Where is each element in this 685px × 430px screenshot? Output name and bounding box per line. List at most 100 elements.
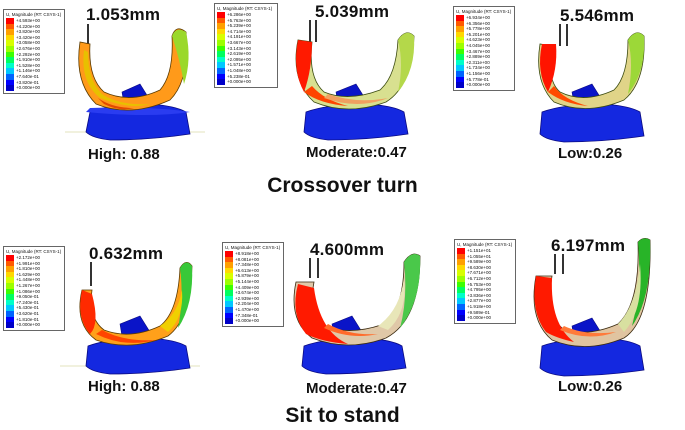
legend-swatch	[225, 256, 233, 263]
legend-value: +8.630e+00	[467, 264, 492, 270]
legend-title: U, Magnitude (RT: CSYS-1)	[6, 249, 62, 254]
legend-rows: +6.286e+00 +5.763e+00 +5.239e+00 +4.714e+00…	[217, 12, 274, 85]
legend-row: +2.204e+00	[225, 301, 280, 307]
legend-value: +6.286e+00	[227, 12, 252, 17]
legend-row: +2.889e+00	[456, 54, 511, 60]
knee-implant-model	[538, 24, 645, 143]
legend-value: +1.629e+00	[16, 271, 41, 277]
legend-value: +7.240e-01	[16, 299, 39, 305]
legend-swatch	[457, 303, 465, 310]
legend-value: +4.795e+00	[467, 287, 492, 293]
legend-row: +6.934e+00	[456, 15, 511, 21]
legend-row: +3.836e+00	[457, 292, 512, 299]
panel-sit-stand-high: U, Magnitude (RT: CSYS-1) +2.172e+00 +1.9…	[0, 228, 228, 398]
legend-swatch	[217, 51, 225, 57]
legend-row: +5.778e-01	[456, 76, 511, 83]
legend-swatch	[225, 273, 233, 279]
legend-swatch	[225, 306, 233, 313]
legend-value: +2.172e+00	[16, 255, 41, 260]
legend-title: U, Magnitude (RT: CSYS-1)	[456, 9, 512, 14]
legend-swatch	[457, 292, 465, 299]
legend-value: +7.671e+00	[467, 270, 492, 276]
legend-row: +7.348e-01	[225, 312, 280, 319]
legend-rows: +4.593e+00 +4.220e+00 +3.820e+00 +3.420e+00…	[6, 18, 61, 91]
knee-implant-model	[60, 262, 200, 375]
legend-swatch	[225, 318, 233, 324]
legend-swatch	[225, 284, 233, 291]
legend-value: +2.292e+00	[16, 51, 41, 57]
legend-value: +0.000e+00	[466, 82, 491, 88]
legend-swatch	[456, 26, 464, 32]
legend-value: +3.420e+00	[16, 34, 41, 40]
legend-swatch	[6, 62, 14, 69]
legend-rows: +2.172e+00 +1.991e+00 +1.810e+00 +1.629e+00…	[6, 255, 61, 328]
legend-value: +9.589e-01	[467, 309, 490, 315]
legend-swatch	[225, 295, 233, 302]
legend-value: +1.470e+00	[235, 306, 260, 312]
legend-value: +8.081e+00	[235, 256, 260, 262]
legend-value: +2.619e+00	[227, 51, 252, 57]
legend-value: +6.613e+00	[235, 267, 260, 273]
legend-row: +2.877e+00	[457, 298, 512, 304]
legend-swatch	[6, 282, 14, 289]
legend-row: +7.640e-01	[6, 73, 61, 80]
legend-swatch	[217, 67, 225, 74]
legend-rows: +8.918e+00 +8.081e+00 +7.348e+00 +6.613e+00…	[225, 251, 280, 324]
legend-row: +1.571e+00	[217, 62, 274, 68]
legend-row: +2.676e+00	[6, 45, 61, 52]
legend-row: +0.000e+00	[6, 85, 61, 91]
legend-swatch	[225, 301, 233, 307]
legend-value: +1.048e+00	[227, 67, 252, 73]
legend-row: +5.879e+00	[225, 273, 280, 279]
legend-row: +6.286e+00	[217, 12, 274, 18]
legend-swatch	[217, 34, 225, 40]
section-title: Sit to stand	[285, 404, 400, 427]
legend-row: +1.156e+00	[456, 70, 511, 77]
legend-row: +1.734e+00	[456, 65, 511, 71]
legend-row: +1.810e-01	[6, 316, 61, 323]
legend-swatch	[6, 40, 14, 46]
legend-swatch	[6, 45, 14, 52]
legend-value: +3.820e-01	[16, 79, 39, 85]
legend-row: +9.589e+00	[457, 259, 512, 265]
legend-swatch	[456, 15, 464, 21]
legend-swatch	[457, 281, 465, 288]
legend-swatch	[6, 305, 14, 311]
legend-swatch	[217, 23, 225, 29]
legend-value: +6.934e+00	[466, 15, 491, 20]
legend-swatch	[217, 56, 225, 63]
legend-value: +0.000e+00	[16, 85, 41, 91]
max-displacement-label: 1.053mm	[86, 5, 161, 24]
legend-value: +3.836e+00	[467, 292, 492, 298]
legend-swatch	[457, 309, 465, 316]
friction-caption: Moderate:0.47	[306, 144, 407, 161]
panel-sit-stand-moderate: U, Magnitude (RT: CSYS-1) +8.918e+00 +8.0…	[222, 228, 456, 398]
legend-row: +3.467e+00	[456, 48, 511, 55]
legend-swatch	[457, 253, 465, 260]
legend-swatch	[456, 82, 464, 88]
legend-value: +4.191e+00	[227, 34, 252, 40]
legend-swatch	[6, 322, 14, 328]
legend-row: +4.795e+00	[457, 287, 512, 293]
legend-row: +2.939e+00	[225, 295, 280, 302]
legend-row: +3.058e+00	[6, 40, 61, 46]
legend-row: +3.820e+00	[6, 29, 61, 35]
legend-row: +0.000e+00	[456, 82, 511, 88]
legend-value: +1.146e+00	[16, 68, 41, 74]
legend-swatch	[456, 31, 464, 38]
legend-swatch	[6, 73, 14, 80]
legend-swatch	[6, 299, 14, 306]
legend-swatch	[6, 18, 14, 24]
legend-swatch	[6, 266, 14, 272]
legend-row: +4.191e+00	[217, 34, 274, 40]
friction-caption: Moderate:0.47	[306, 380, 407, 397]
legend-row: +2.172e+00	[6, 255, 61, 261]
friction-caption: High: 0.88	[88, 378, 160, 395]
legend-row: +1.086e+00	[6, 288, 61, 295]
legend-value: +9.050e-01	[16, 294, 39, 300]
legend-swatch	[456, 48, 464, 55]
legend-value: +3.820e+00	[16, 29, 41, 35]
legend-row: +1.448e+00	[6, 277, 61, 283]
legend-swatch	[217, 62, 225, 68]
legend-rows: +6.934e+00 +6.356e+00 +5.778e+00 +5.201e+00…	[456, 15, 511, 88]
